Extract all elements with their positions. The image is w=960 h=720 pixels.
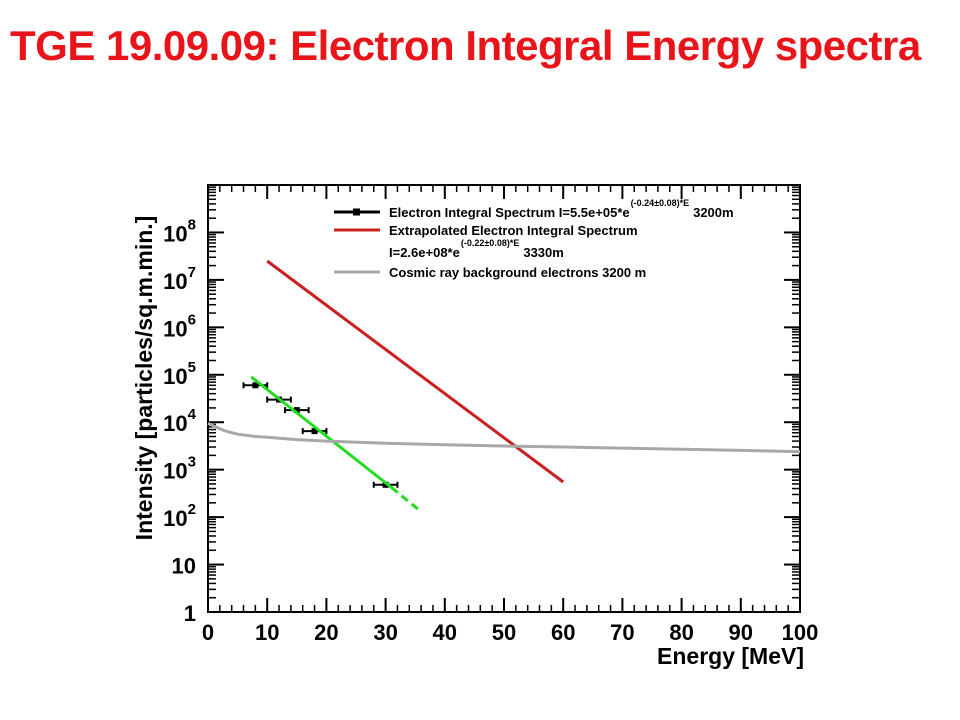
y-tick-label: 103	[163, 454, 196, 484]
data-point	[372, 481, 399, 488]
point-marker	[382, 481, 389, 488]
x-tick-label: 0	[202, 620, 214, 645]
legend-suffix: 3330m	[523, 245, 563, 260]
x-tick-label: 40	[433, 620, 457, 645]
background-line	[207, 421, 801, 454]
y-tick-label: 107	[163, 264, 196, 294]
extrapolated-spectrum-line	[266, 259, 565, 484]
fit-extrapolation-line	[390, 486, 423, 513]
legend-label: Extrapolated Electron Integral Spectrum	[389, 223, 638, 238]
fit-line	[250, 375, 393, 489]
y-tick-label: 102	[163, 501, 196, 531]
y-tick-label: 108	[163, 216, 196, 246]
y-tick-label: 106	[163, 311, 196, 341]
x-tick-label: 60	[551, 620, 575, 645]
y-tick-label: 10	[172, 554, 196, 579]
slide-title: TGE 19.09.09: Electron Integral Energy s…	[10, 22, 921, 69]
x-axis-label: Energy [MeV]	[657, 643, 804, 669]
x-tick-label: 30	[373, 620, 397, 645]
data-point	[301, 428, 328, 435]
x-tick-label: 10	[255, 620, 279, 645]
point-marker	[252, 382, 259, 389]
legend-entry: I=2.6e+08*e(-0.22±0.08)*E 3330m	[389, 238, 564, 260]
legend-label: Cosmic ray background electrons 3200 m	[389, 265, 646, 280]
x-tick-label: 20	[314, 620, 338, 645]
y-axis-label: Intensity [particles/sq.m.min.]	[131, 216, 157, 541]
legend-entry: Electron Integral Spectrum I=5.5e+05*e(-…	[334, 198, 734, 220]
point-marker	[311, 428, 318, 435]
data-point	[283, 407, 310, 414]
legend-exponent: (-0.24±0.08)*E	[631, 198, 689, 208]
x-tick-label: 100	[782, 620, 819, 645]
point-marker	[293, 407, 300, 414]
y-tick-label: 105	[163, 359, 196, 389]
legend-label: Electron Integral Spectrum I=5.5e+05*e	[389, 205, 630, 220]
legend-entry: Extrapolated Electron Integral Spectrum	[334, 223, 638, 238]
x-tick-label: 80	[669, 620, 693, 645]
legend-label: I=2.6e+08*e	[389, 245, 460, 260]
y-tick-label: 104	[163, 406, 196, 436]
x-tick-label: 90	[729, 620, 753, 645]
legend-entry: Cosmic ray background electrons 3200 m	[334, 265, 646, 280]
legend-suffix: 3200m	[693, 205, 733, 220]
plot-frame	[207, 184, 801, 613]
legend-exponent: (-0.22±0.08)*E	[461, 238, 519, 248]
x-tick-label: 70	[610, 620, 634, 645]
legend-marker	[353, 208, 360, 216]
x-tick-label: 50	[492, 620, 516, 645]
y-tick-label: 1	[184, 601, 196, 626]
